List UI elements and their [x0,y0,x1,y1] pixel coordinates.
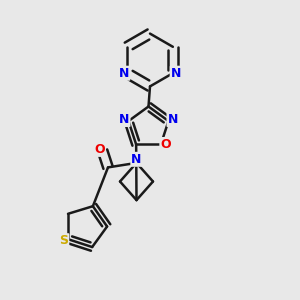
Text: N: N [119,67,129,80]
Text: N: N [167,113,178,126]
Text: N: N [119,113,130,126]
Text: O: O [94,143,105,156]
Text: N: N [171,67,181,80]
Text: S: S [59,234,68,247]
Text: O: O [160,138,171,151]
Text: N: N [131,153,142,166]
